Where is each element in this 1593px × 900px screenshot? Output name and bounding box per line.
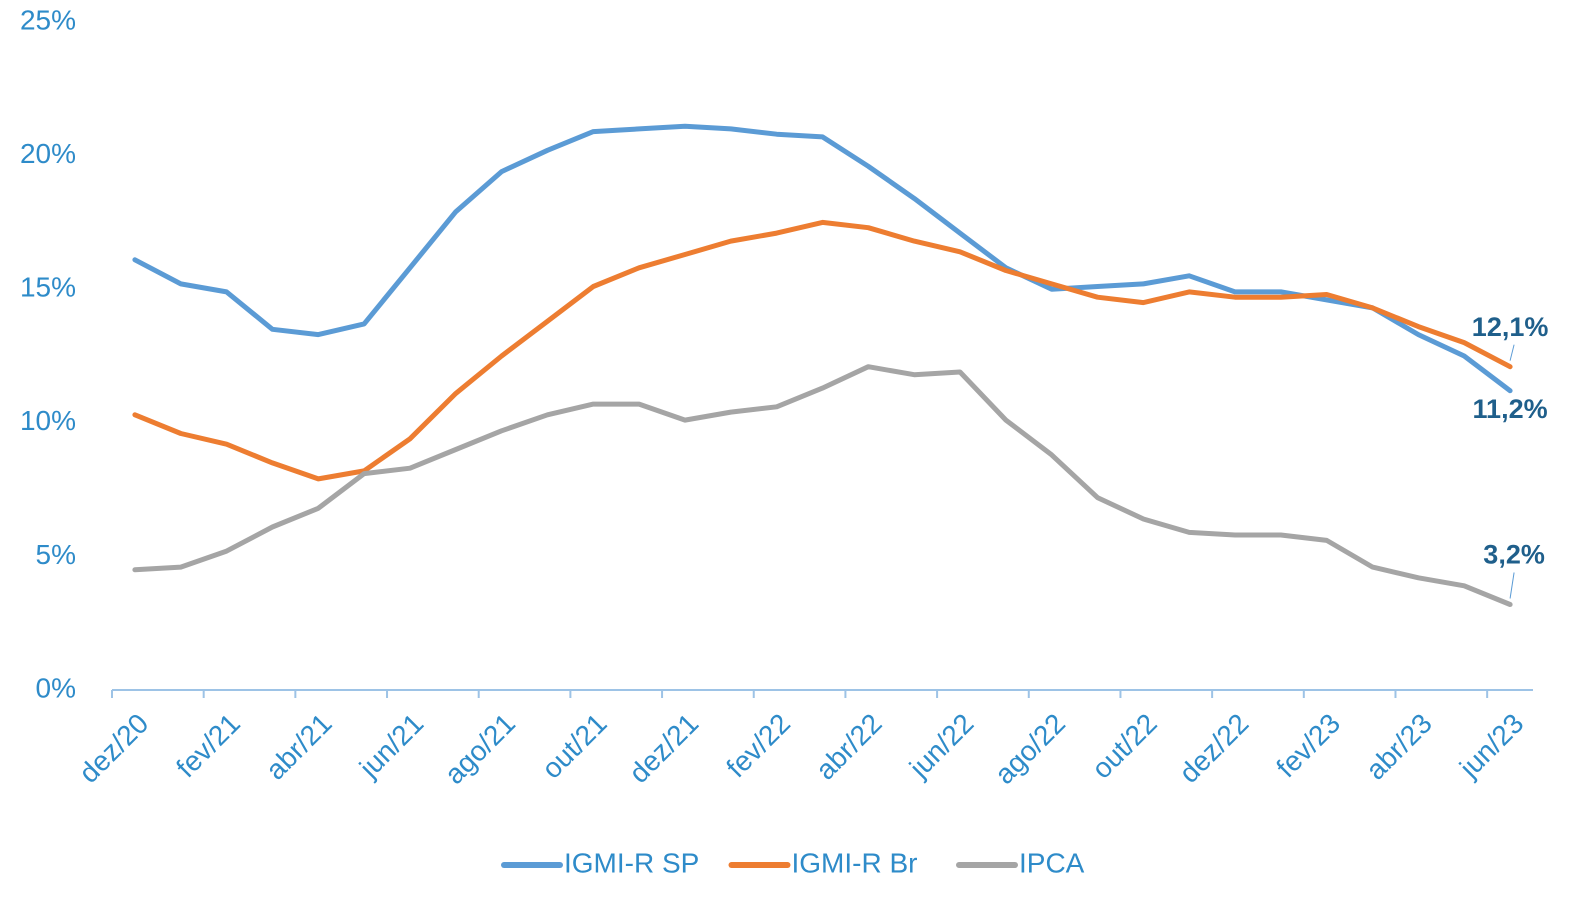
legend-label: IGMI-R SP [564,847,699,878]
x-tick-label: fev/21 [170,708,246,784]
y-tick-label: 15% [20,272,76,303]
x-tick-label: abr/21 [260,708,338,786]
x-tick-label: jun/21 [353,708,430,785]
y-tick-label: 5% [36,539,76,570]
x-tick-label: dez/22 [1173,708,1254,789]
line-series [132,364,1513,607]
legend-label: IGMI-R Br [792,847,918,878]
y-tick-label: 25% [20,4,76,35]
line-series [132,123,1513,394]
x-tick-label: jun/22 [903,708,980,785]
x-tick-label: dez/20 [73,708,154,789]
legend-label: IPCA [1019,847,1085,878]
data-label: 12,1% [1472,312,1549,342]
leader-line [1509,572,1515,599]
x-tick-label: out/22 [1086,708,1163,785]
x-tick-label: jun/23 [1453,708,1530,785]
y-tick-label: 0% [36,672,76,703]
data-label: 3,2% [1483,540,1545,570]
data-label: 11,2% [1473,394,1548,424]
x-tick-label: fev/22 [720,708,796,784]
x-tick-label: dez/21 [623,708,704,789]
leader-line [1509,344,1515,361]
x-tick-label: abr/23 [1360,708,1438,786]
x-tick-label: fev/23 [1270,708,1346,784]
y-tick-label: 10% [20,405,76,436]
x-tick-label: abr/22 [810,708,888,786]
x-tick-label: ago/21 [439,708,521,790]
y-tick-label: 20% [20,138,76,169]
x-tick-label: out/21 [536,708,613,785]
line-series [132,219,1513,482]
x-tick-label: ago/22 [989,708,1071,790]
